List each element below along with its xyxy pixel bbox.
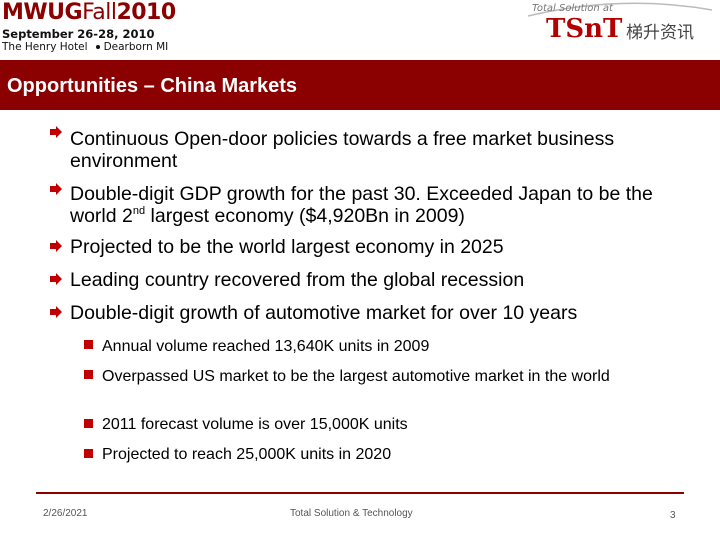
bullet-arrow-icon (50, 126, 62, 138)
sub-bullet-item: Projected to reach 25,000K units in 2020 (102, 446, 392, 463)
footer-date: 2/26/2021 (43, 508, 88, 519)
bullet-arrow-icon (50, 183, 62, 195)
bullet-item: Continuous Open-door policies towards a … (70, 128, 615, 172)
bullet-arrow-icon (50, 240, 62, 252)
footer-divider (36, 492, 684, 494)
bullet-dot-icon (95, 44, 100, 49)
mwug-logo: MWUGFall2010 (2, 0, 176, 25)
title-bar (0, 60, 720, 110)
sub-bullet-square-icon (84, 370, 93, 379)
sub-bullet-item: Overpassed US market to be the largest a… (102, 368, 610, 385)
bullet-text-part: largest economy ($4,920Bn in 2009) (145, 205, 465, 227)
slide-title: Opportunities – China Markets (7, 75, 298, 97)
tsnt-logo: Total Solution at TSnT 梯升资讯 (526, 0, 716, 44)
sub-bullet-square-icon (84, 419, 93, 428)
event-venue: The Henry Hotel Dearborn MI (2, 41, 168, 53)
sub-bullet-square-icon (84, 449, 93, 458)
ordinal-superscript: nd (132, 204, 146, 217)
sub-bullet-item: 2011 forecast volume is over 15,000K uni… (102, 416, 408, 433)
bullet-arrow-icon (50, 306, 62, 318)
slide-header: MWUGFall2010 September 26-28, 2010 The H… (0, 0, 720, 60)
logo-year-text: 2010 (116, 0, 176, 25)
bullet-arrow-icon (50, 273, 62, 285)
sub-bullet-item: Annual volume reached 13,640K units in 2… (102, 338, 430, 355)
bullet-item: Leading country recovered from the globa… (70, 269, 525, 291)
brand-arc-icon (527, 2, 713, 17)
event-dates: September 26-28, 2010 (2, 27, 155, 41)
bullet-item: Double-digit GDP growth for the past 30.… (70, 183, 690, 227)
footer-company: Total Solution & Technology (290, 508, 413, 519)
sub-bullet-square-icon (84, 340, 93, 349)
logo-bold-text: MWUG (2, 0, 83, 25)
bullet-item: Projected to be the world largest econom… (70, 236, 504, 258)
page-number: 3 (670, 510, 676, 521)
venue-hotel: The Henry Hotel (2, 41, 88, 53)
brand-tagline: Total Solution at (532, 3, 613, 14)
brand-chinese-name: 梯升资讯 (626, 23, 694, 43)
brand-name: TSnT (546, 14, 623, 44)
logo-light-text: Fall (82, 0, 117, 25)
venue-city: Dearborn MI (103, 41, 169, 53)
bullet-item: Double-digit growth of automotive market… (70, 302, 578, 324)
bullet-text-part: Double-digit GDP growth for the past 30.… (70, 183, 653, 227)
